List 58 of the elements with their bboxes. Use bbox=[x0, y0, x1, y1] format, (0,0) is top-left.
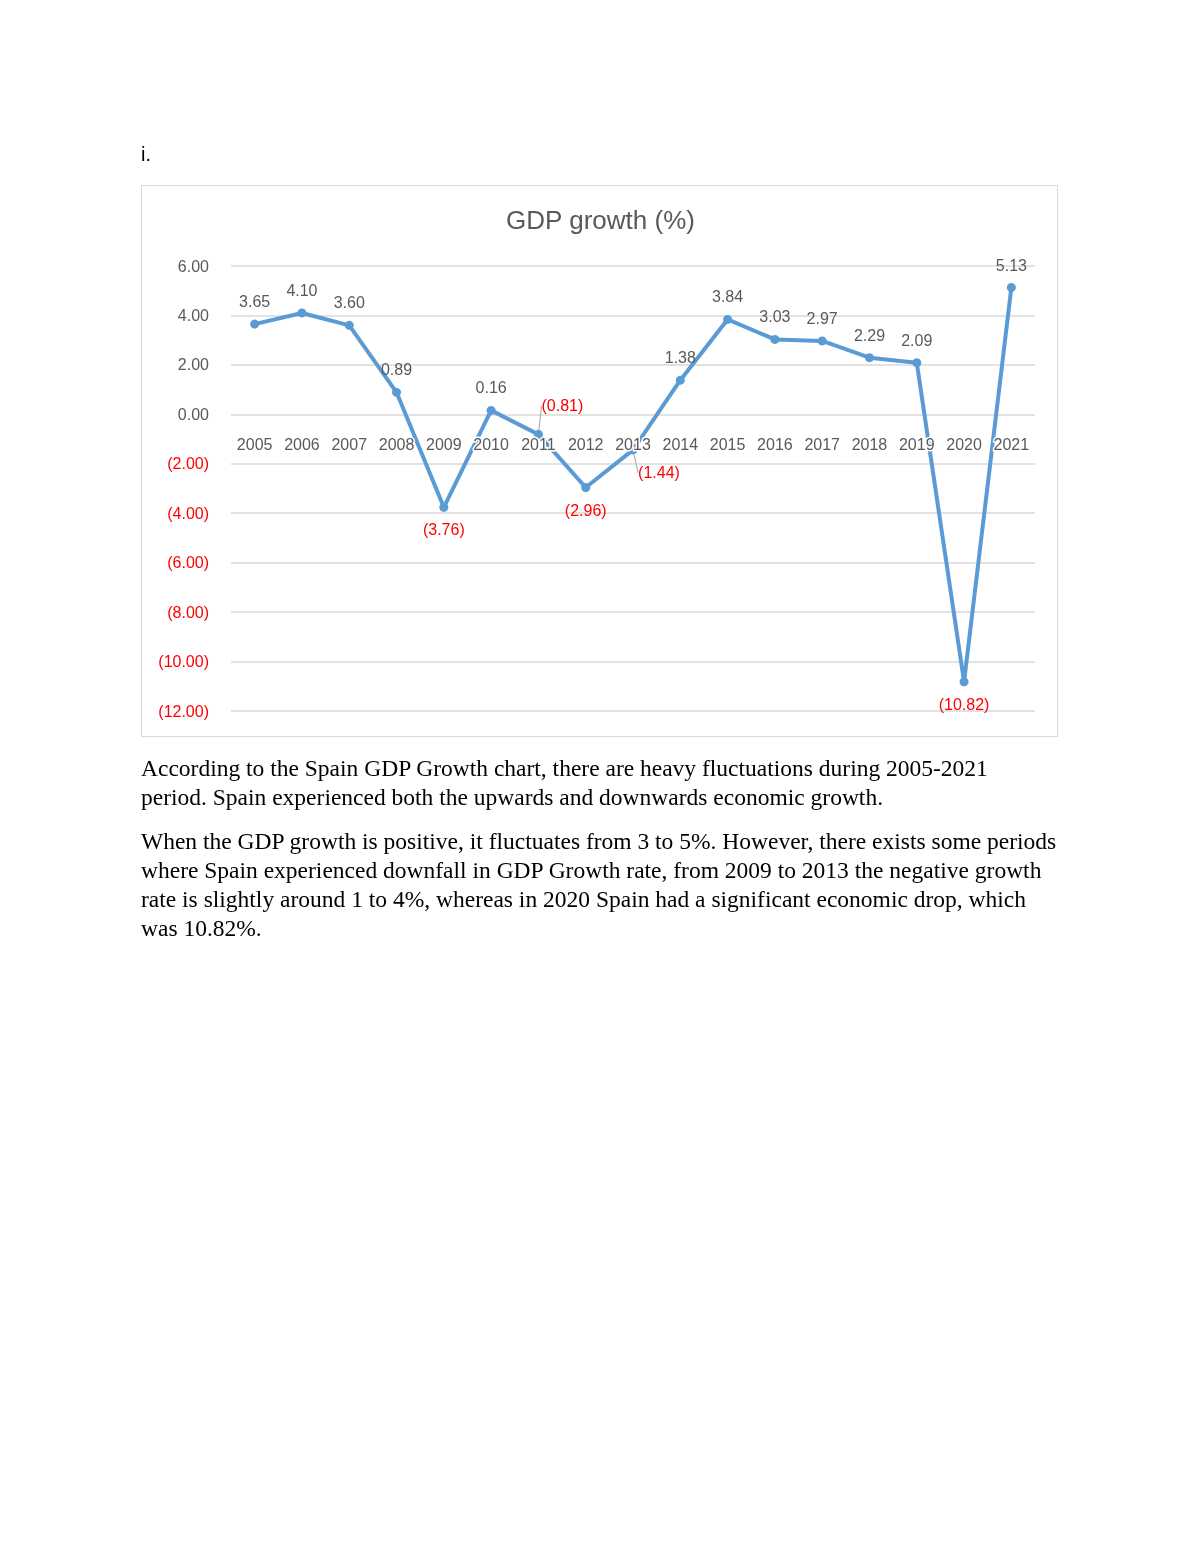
x-tick-label: 2015 bbox=[709, 435, 746, 453]
data-label: 5.13 bbox=[995, 256, 1028, 274]
data-label: 2.09 bbox=[901, 331, 933, 349]
data-label: 3.03 bbox=[759, 308, 791, 326]
point bbox=[344, 320, 354, 330]
chart-title: GDP growth (%) bbox=[506, 205, 695, 235]
point bbox=[770, 334, 780, 344]
x-tick-label: 2021 bbox=[993, 435, 1030, 453]
y-tick-label: 2.00 bbox=[177, 356, 210, 374]
x-tick-label: 2009 bbox=[426, 435, 462, 453]
x-tick-label: 2008 bbox=[378, 435, 415, 453]
data-label: 3.84 bbox=[712, 288, 744, 306]
y-tick-label: (8.00) bbox=[167, 603, 209, 621]
point bbox=[581, 483, 591, 493]
point bbox=[486, 405, 496, 415]
x-tick-label: 2016 bbox=[757, 435, 793, 453]
data-label: 0.16 bbox=[475, 379, 507, 397]
y-tick-label: 4.00 bbox=[177, 306, 210, 324]
x-tick-label: 2017 bbox=[804, 435, 841, 453]
y-tick-label: 6.00 bbox=[177, 257, 210, 275]
point bbox=[864, 353, 874, 363]
x-tick-label: 2014 bbox=[662, 435, 699, 453]
point bbox=[959, 677, 969, 687]
data-label: 3.65 bbox=[239, 293, 271, 311]
point bbox=[723, 314, 733, 324]
point bbox=[250, 319, 260, 329]
text: According to the Spain GDP Growth chart, there are heavy fluctuations during 2005-2021 period. Spain experienced both the upwards and downwards economic growth. bbox=[141, 754, 989, 812]
y-tick-label: 0.00 bbox=[177, 405, 210, 423]
point bbox=[1006, 283, 1016, 293]
point bbox=[912, 358, 922, 368]
data-label: 3.60 bbox=[333, 294, 365, 312]
data-label: 4.10 bbox=[286, 281, 318, 299]
x-tick-label: 2020 bbox=[946, 435, 982, 453]
y-tick-label: (12.00) bbox=[158, 702, 209, 720]
y-tick-label: (4.00) bbox=[167, 504, 209, 522]
x-tick-label: 2007 bbox=[331, 435, 368, 453]
data-label: (1.44) bbox=[638, 464, 680, 482]
data-label: 2.97 bbox=[806, 309, 838, 327]
point bbox=[817, 336, 827, 346]
point bbox=[392, 387, 402, 397]
data-label: 1.38 bbox=[664, 349, 696, 367]
x-tick-label: 2005 bbox=[236, 435, 273, 453]
text: When the GDP growth is positive, it fluctuates from 3 to 5%. However, there exists some periods where Spain experienced downfall in GDP Growth rate, from 2009 to 2013 the negative growth rate is slightly around 1 to 4%, whereas in 2020 Spain had a significant economic drop, which was 10.82%. bbox=[141, 827, 1058, 943]
data-label: (0.81) bbox=[541, 397, 584, 415]
y-tick-label: (2.00) bbox=[167, 455, 209, 473]
point bbox=[675, 375, 685, 385]
text: i. bbox=[141, 142, 151, 167]
data-label: 0.89 bbox=[380, 361, 413, 379]
data-label: (10.82) bbox=[938, 695, 990, 713]
y-tick-label: (10.00) bbox=[158, 653, 209, 671]
x-tick-label: 2018 bbox=[851, 435, 888, 453]
data-label: (3.76) bbox=[422, 521, 465, 539]
point bbox=[297, 308, 307, 318]
data-label: 2.29 bbox=[853, 326, 886, 344]
x-tick-label: 2012 bbox=[567, 435, 604, 453]
y-tick-label: (6.00) bbox=[167, 554, 209, 572]
x-tick-label: 2006 bbox=[284, 435, 320, 453]
data-label: (2.96) bbox=[564, 501, 607, 519]
